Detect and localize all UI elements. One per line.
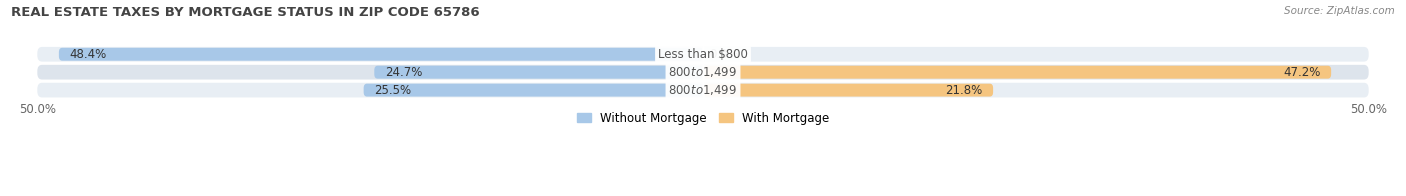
FancyBboxPatch shape: [703, 84, 993, 97]
Text: 0.0%: 0.0%: [710, 48, 740, 61]
Text: $800 to $1,499: $800 to $1,499: [668, 65, 738, 79]
FancyBboxPatch shape: [703, 66, 1331, 79]
Text: Source: ZipAtlas.com: Source: ZipAtlas.com: [1284, 6, 1395, 16]
Text: REAL ESTATE TAXES BY MORTGAGE STATUS IN ZIP CODE 65786: REAL ESTATE TAXES BY MORTGAGE STATUS IN …: [11, 6, 479, 19]
Text: 47.2%: 47.2%: [1284, 66, 1320, 79]
FancyBboxPatch shape: [374, 66, 703, 79]
FancyBboxPatch shape: [38, 47, 1368, 62]
FancyBboxPatch shape: [38, 65, 1368, 80]
FancyBboxPatch shape: [38, 83, 1368, 97]
FancyBboxPatch shape: [364, 84, 703, 97]
FancyBboxPatch shape: [59, 48, 703, 61]
Text: 24.7%: 24.7%: [385, 66, 422, 79]
Legend: Without Mortgage, With Mortgage: Without Mortgage, With Mortgage: [576, 112, 830, 125]
Text: 21.8%: 21.8%: [945, 84, 983, 97]
Text: $800 to $1,499: $800 to $1,499: [668, 83, 738, 97]
Text: 48.4%: 48.4%: [69, 48, 107, 61]
Text: Less than $800: Less than $800: [658, 48, 748, 61]
Text: 25.5%: 25.5%: [374, 84, 412, 97]
